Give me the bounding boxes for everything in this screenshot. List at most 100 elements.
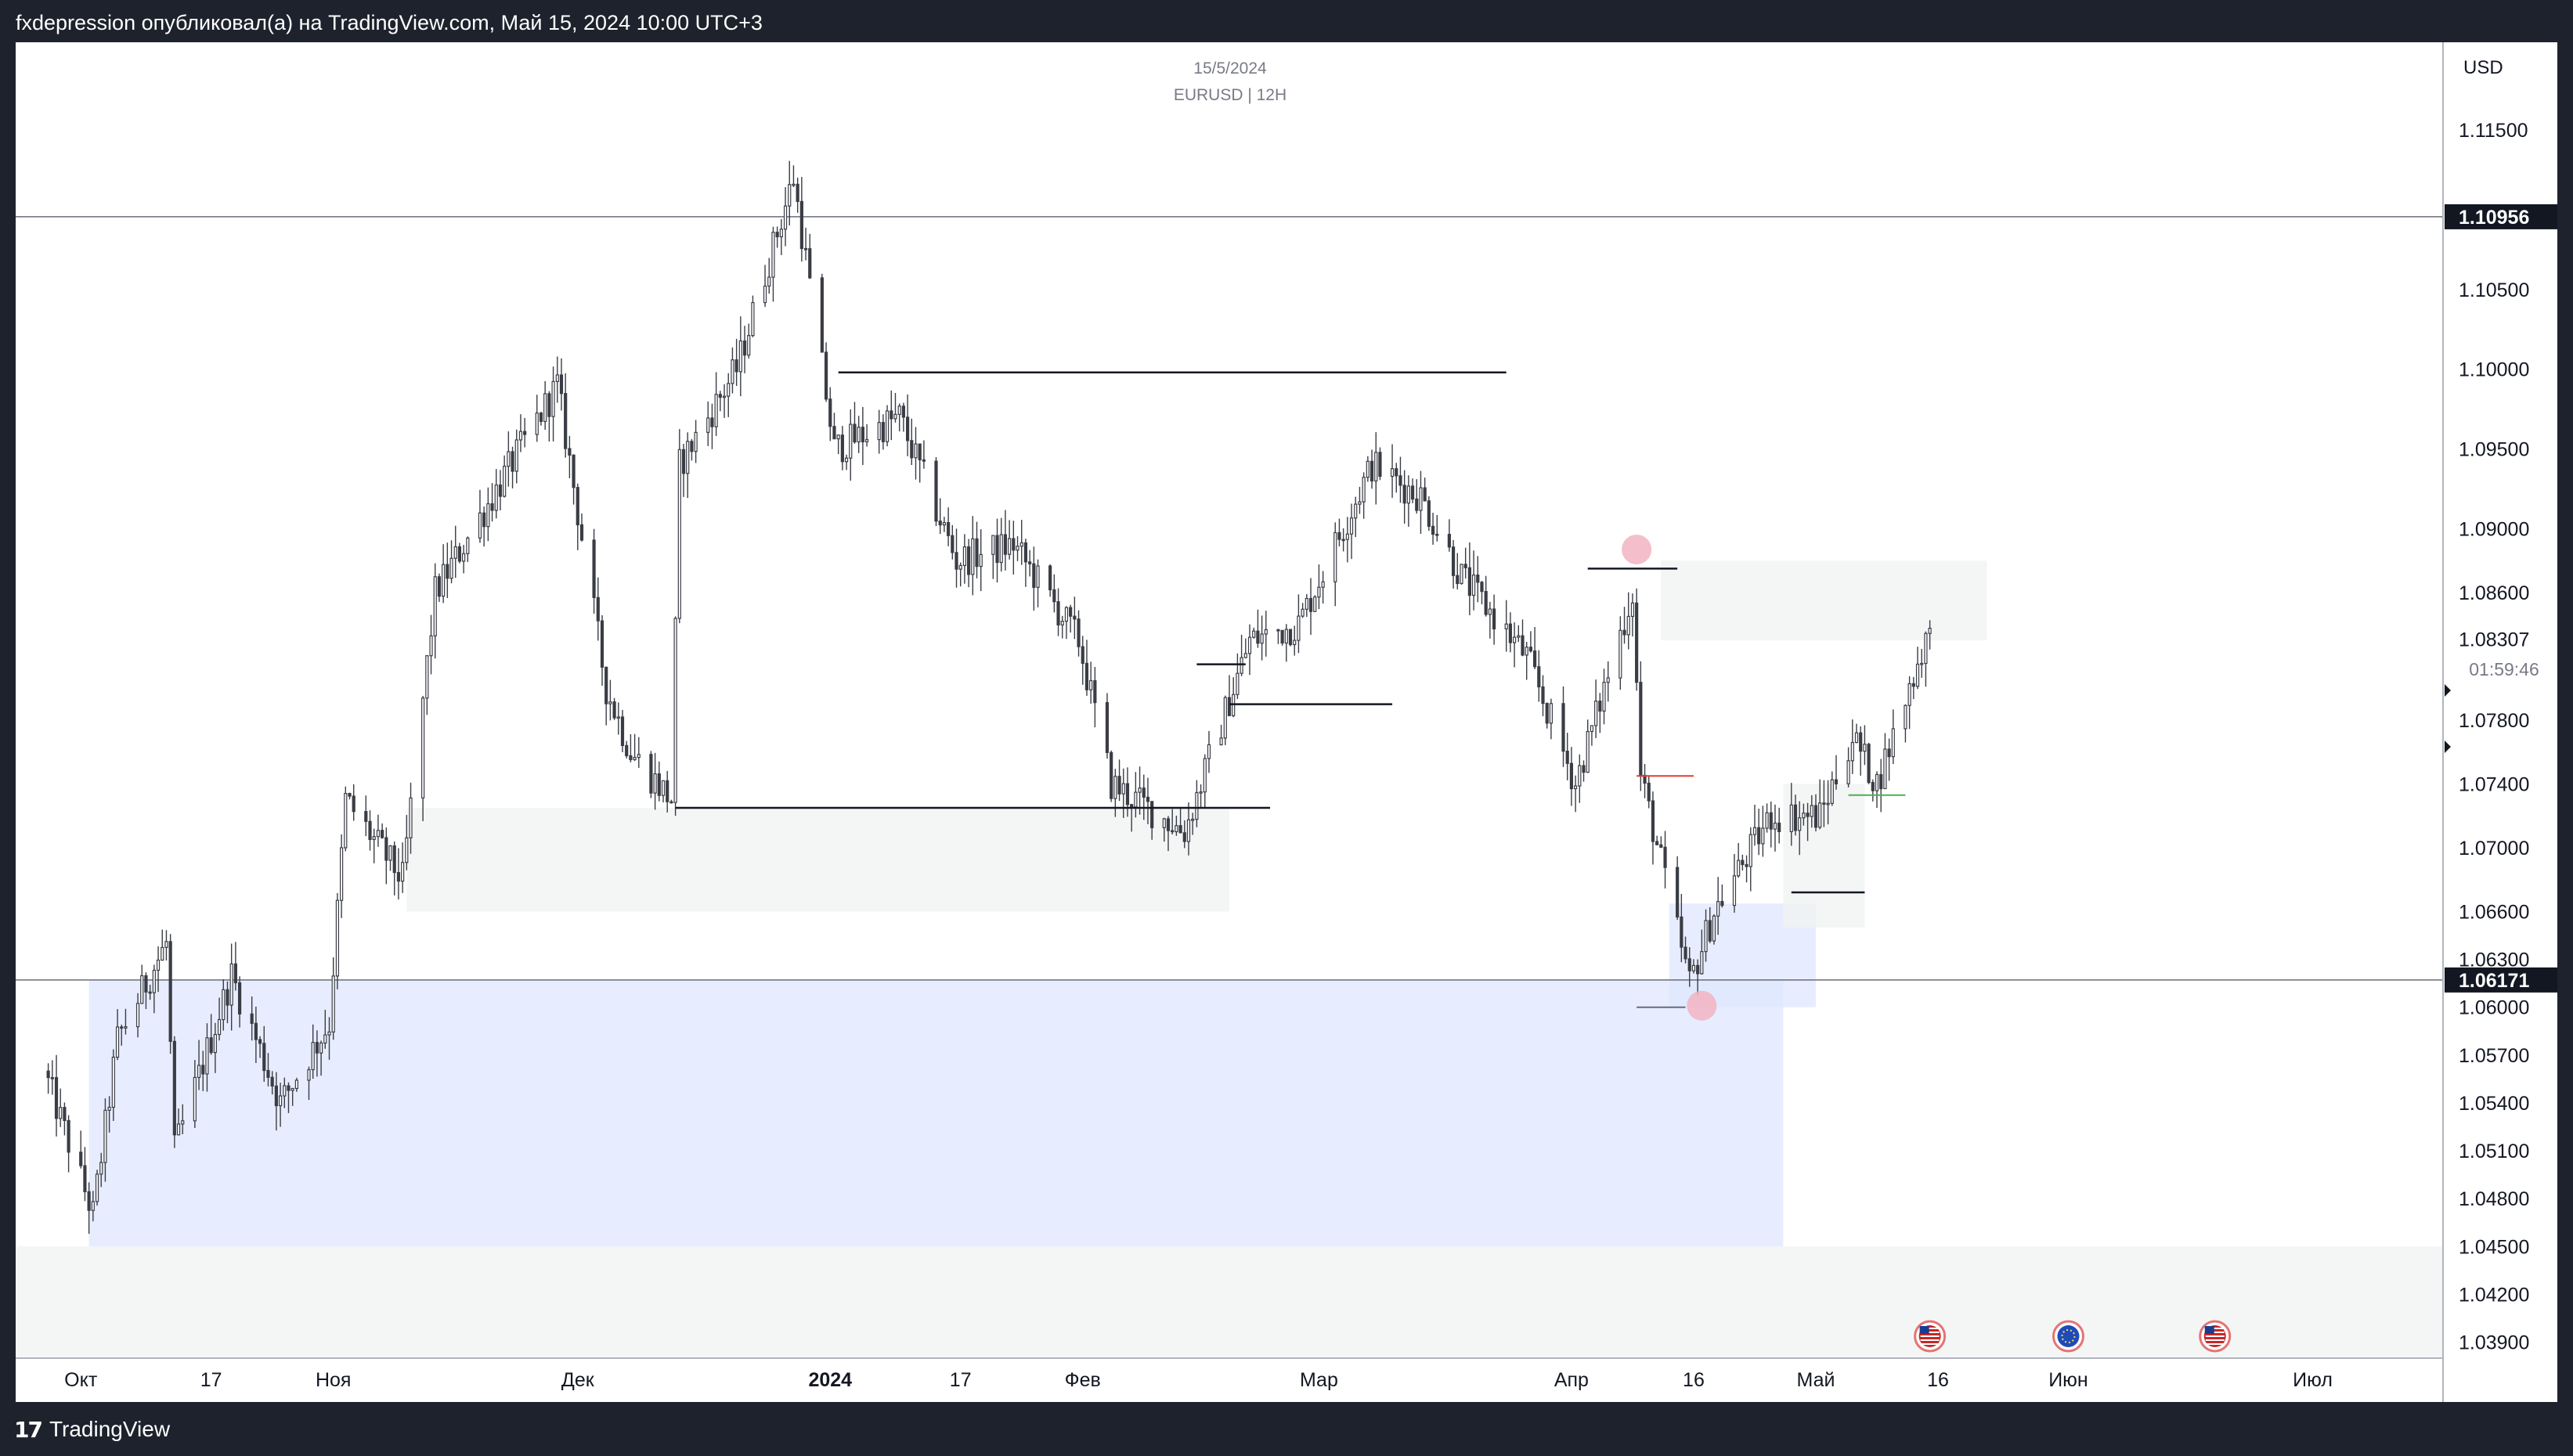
candle-body (319, 1042, 323, 1054)
candle-body (156, 959, 161, 971)
price-tick-label: 1.06000 (2459, 997, 2529, 1019)
candle-body (1891, 728, 1895, 758)
candle (152, 964, 156, 1014)
candle (1064, 606, 1069, 640)
candle-body (1680, 916, 1683, 948)
candle-body (1752, 827, 1757, 835)
candle-body (612, 701, 616, 719)
candle (164, 930, 168, 960)
candle (1533, 626, 1537, 669)
candle-body (1301, 608, 1305, 617)
candle (457, 542, 462, 564)
candle (213, 1022, 217, 1073)
candle (1415, 479, 1419, 514)
candle (1349, 503, 1354, 560)
candle (1569, 747, 1574, 806)
chart-area[interactable]: 15/5/2024 EURUSD | 12H USD 1.11500 1.1050… (16, 42, 2557, 1402)
candle (637, 737, 641, 768)
time-tick-label: Мар (1300, 1369, 1338, 1391)
us-flag-canton (1919, 1326, 1929, 1334)
candle (1476, 556, 1480, 603)
tradingview-logo[interactable]: 17 TradingView (14, 1416, 170, 1443)
eu-flag-icon[interactable] (2052, 1320, 2084, 1353)
candle-body (1252, 630, 1256, 638)
candle (1435, 514, 1439, 542)
candlestick-chart[interactable]: 15/5/2024 EURUSD | 12H USD 1.11500 1.1050… (16, 42, 2557, 1402)
candle-body (140, 975, 144, 1004)
candle (1484, 575, 1488, 617)
us-flag-icon[interactable] (2199, 1320, 2232, 1353)
candle-body (767, 276, 771, 287)
candle-body (1887, 748, 1891, 758)
candle (197, 1040, 201, 1090)
pivot-marker[interactable] (1687, 990, 1717, 1021)
candle-body (409, 797, 413, 838)
candle-body (799, 200, 803, 250)
candle (63, 1102, 67, 1136)
price-tick-label: 1.09500 (2459, 439, 2529, 461)
candle-body (1023, 542, 1028, 563)
candle (1691, 959, 1696, 974)
candle (1207, 730, 1211, 773)
pivot-marker[interactable] (1622, 534, 1652, 564)
candle-body (1008, 538, 1012, 555)
candle (87, 1182, 91, 1234)
candle-body (1915, 663, 1920, 687)
candle-body (922, 459, 926, 462)
candle (1308, 578, 1313, 636)
candle (853, 402, 857, 444)
candle (1178, 807, 1182, 834)
candle (1028, 550, 1032, 577)
us-flag-icon[interactable] (1914, 1320, 1947, 1353)
candle (466, 536, 470, 562)
candle (934, 456, 938, 527)
candle (1798, 801, 1802, 856)
candle (507, 431, 511, 487)
candle (344, 786, 348, 852)
candle (1113, 769, 1117, 817)
candle (1732, 853, 1737, 913)
candle-body (331, 975, 335, 1033)
candle (657, 761, 661, 802)
currency-label[interactable]: USD (2463, 57, 2503, 78)
candle (1875, 771, 1879, 808)
candle-body (947, 521, 951, 536)
candle-body (840, 434, 844, 463)
price-tick-label: 1.05700 (2459, 1045, 2529, 1067)
candle (1451, 539, 1456, 589)
candle-body (1525, 647, 1528, 656)
candle (156, 946, 161, 993)
candle (262, 1025, 266, 1082)
candle (1105, 693, 1110, 759)
candle (1406, 475, 1410, 527)
candle (368, 810, 372, 851)
price-tick-label: 1.06600 (2459, 901, 2529, 923)
candle-body (962, 546, 967, 567)
candle-body (1622, 629, 1626, 636)
candle-body (934, 460, 938, 522)
candle-body (1626, 615, 1630, 636)
candle-body (364, 811, 368, 822)
candle-body (1456, 575, 1460, 585)
candle (1818, 779, 1822, 830)
candle (1545, 702, 1549, 729)
candle-body (107, 1106, 111, 1111)
candle (95, 1169, 99, 1206)
candle-body (193, 1076, 197, 1122)
candle-body (1280, 629, 1284, 644)
candle (669, 799, 673, 804)
candle (681, 444, 686, 497)
candle-body (551, 380, 555, 417)
candle (446, 542, 449, 598)
candle-body (579, 524, 584, 541)
candle-body (1447, 534, 1451, 548)
candle-body (620, 716, 625, 747)
time-tick-label: Окт (64, 1369, 98, 1391)
candle-body (1834, 779, 1839, 784)
candle-body (429, 635, 433, 657)
candle-body (995, 535, 999, 564)
candle (392, 841, 396, 896)
candle (861, 406, 864, 466)
candle (1655, 835, 1659, 845)
candle-body (1125, 783, 1130, 805)
